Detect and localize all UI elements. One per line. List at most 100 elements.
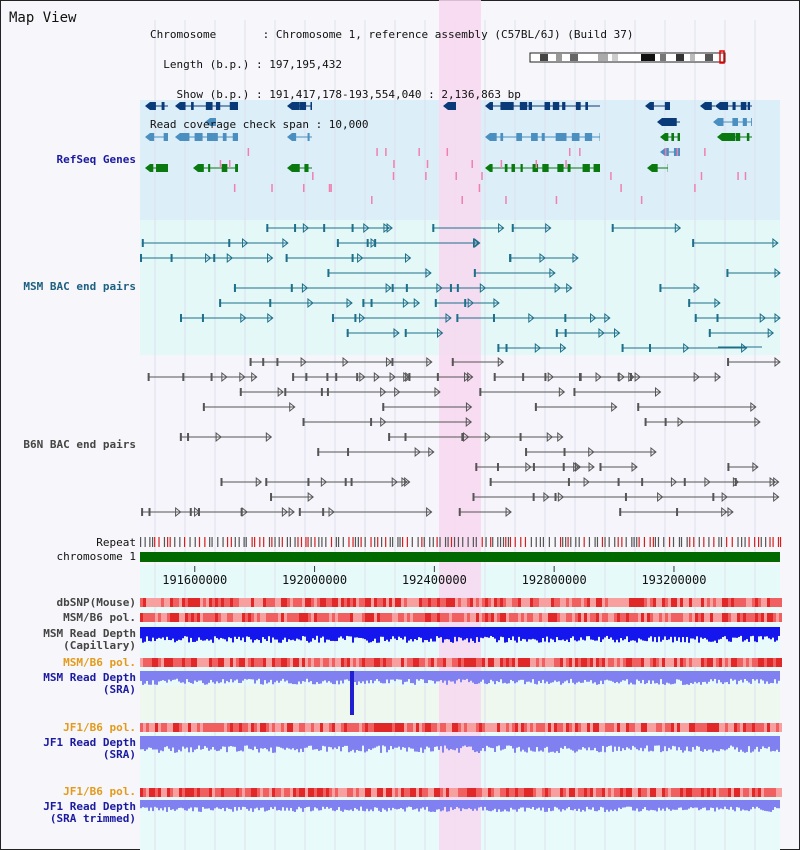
jf1-depth-trimmed-bar (146, 800, 148, 808)
track-label-msm-bac[interactable]: MSM BAC end pairs (23, 280, 136, 293)
axis-tick-label: 192800000 (521, 573, 587, 587)
jf1-b6-pol-density-2 (758, 788, 761, 797)
jf1-depth-trimmed-bar (662, 800, 664, 809)
jf1-depth-trimmed-bar (226, 800, 228, 808)
msm-bac-pair-end-arrow (604, 312, 611, 324)
msm-depth-sra-bar (346, 671, 348, 680)
jf1-depth-trimmed-bar (140, 800, 142, 809)
msm-depth-sra-bar (666, 671, 668, 683)
track-label-msm-b6-pol-2[interactable]: MSM/B6 pol. (63, 656, 136, 669)
repeat-mark (154, 537, 156, 547)
track-label-dbsnp[interactable]: dbSNP(Mouse) (56, 596, 136, 609)
track-label-chromosome[interactable]: chromosome 1 (56, 550, 136, 563)
jf1-depth-trimmed-bar (540, 800, 542, 811)
repeat-mark (337, 537, 340, 547)
jf1-depth-trimmed-bar (544, 800, 546, 812)
msm-b6-pol-density (680, 613, 683, 622)
msm-depth-sra-bar (644, 671, 646, 685)
msm-depth-sra-bar (198, 671, 200, 681)
jf1-b6-pol-density-2 (455, 788, 458, 797)
msm-depth-sra-bar (422, 671, 424, 680)
jf1-depth-sra-bar (624, 736, 626, 751)
msm-depth-sra-bar (590, 671, 592, 681)
msm-depth-capillary-bar (762, 627, 764, 640)
track-label-repeat[interactable]: Repeat (96, 536, 136, 549)
msm-depth-capillary-bar (222, 627, 224, 639)
msm-depth-sra-bar (718, 671, 720, 680)
msm-depth-capillary-bar (732, 627, 734, 638)
jf1-depth-trimmed-bar (210, 800, 212, 811)
track-label-msm-depth-sra[interactable]: MSM Read Depth (SRA) (43, 671, 136, 696)
jf1-b6-pol-density (470, 723, 473, 732)
msm-b6-pol-density-2 (170, 658, 173, 667)
gene-arrow (647, 164, 652, 172)
repeat-mark (144, 537, 146, 547)
msm-b6-pol-density (467, 613, 470, 622)
track-label-jf1-depth-trimmed[interactable]: JF1 Read Depth (SRA trimmed) (43, 800, 136, 825)
msm-b6-pol-density (233, 613, 236, 622)
msm-depth-sra-bar (440, 671, 442, 681)
msm-depth-capillary-bar (702, 627, 704, 639)
jf1-depth-sra-bar (770, 736, 772, 752)
track-label-refseq[interactable]: RefSeq Genes (56, 153, 136, 166)
jf1-depth-sra-bar (152, 736, 154, 750)
jf1-b6-pol-density (506, 723, 509, 732)
dbsnp-density (587, 598, 590, 607)
jf1-depth-trimmed-bar (516, 800, 518, 812)
msm-depth-sra-bar (204, 671, 206, 685)
jf1-depth-sra-bar (230, 736, 232, 747)
msm-depth-capillary-bar (282, 627, 284, 640)
jf1-depth-trimmed-bar (724, 800, 726, 807)
track-label-msm-b6-pol-1[interactable]: MSM/B6 pol. (63, 611, 136, 624)
msm-depth-capillary-bar (164, 627, 166, 641)
jf1-depth-trimmed-bar (632, 800, 634, 811)
jf1-depth-sra-bar (596, 736, 598, 752)
jf1-b6-pol-density (728, 723, 731, 732)
repeat-mark (254, 537, 256, 547)
jf1-b6-pol-density (770, 723, 773, 732)
jf1-depth-sra-bar (466, 736, 468, 747)
jf1-depth-trimmed-bar (560, 800, 562, 812)
b6n-bac-pair-end-arrow (289, 401, 296, 413)
jf1-depth-trimmed-bar (250, 800, 252, 809)
msm-b6-pol-density-2 (563, 658, 566, 667)
b6n-bac-pair-end (599, 463, 602, 471)
jf1-b6-pol-density-2 (650, 788, 653, 797)
msm-b6-pol-density-2 (287, 658, 290, 667)
msm-b6-pol-density (158, 613, 161, 622)
msm-depth-capillary-bar (706, 627, 708, 640)
msm-b6-pol-density-2 (296, 658, 299, 667)
msm-depth-capillary-bar (744, 627, 746, 641)
msm-bac-pair-end-arrow (267, 312, 274, 324)
track-label-jf1-b6-pol-2[interactable]: JF1/B6 pol. (63, 785, 136, 798)
msm-b6-pol-density (305, 613, 308, 622)
msm-depth-capillary-bar (180, 627, 182, 641)
dbsnp-density (200, 598, 203, 607)
gene-exon (664, 102, 670, 110)
jf1-b6-pol-density-2 (185, 788, 188, 797)
gene-exon (732, 118, 738, 126)
dbsnp-density (461, 598, 464, 607)
msm-b6-pol-density-2 (263, 658, 266, 667)
track-label-b6n-bac[interactable]: B6N BAC end pairs (23, 438, 136, 451)
repeat-mark (447, 537, 449, 547)
track-label-jf1-depth-sra[interactable]: JF1 Read Depth (SRA) (43, 736, 136, 761)
dbsnp-density (164, 598, 167, 607)
repeat-mark (621, 537, 623, 547)
msm-depth-sra-bar (410, 671, 412, 684)
gene-exon (544, 102, 551, 110)
msm-depth-sra-bar (192, 671, 194, 684)
jf1-b6-pol-density (218, 723, 221, 732)
msm-depth-capillary-bar (334, 627, 336, 642)
msm-depth-sra-bar (442, 671, 444, 683)
msm-b6-pol-density (371, 613, 374, 622)
track-label-jf1-b6-pol-1[interactable]: JF1/B6 pol. (63, 721, 136, 734)
track-label-msm-depth-capillary[interactable]: MSM Read Depth (Capillary) (43, 627, 136, 652)
jf1-depth-trimmed-bar (310, 800, 312, 812)
msm-b6-pol-density (731, 613, 734, 622)
msm-depth-capillary-bar (168, 627, 170, 640)
dbsnp-density (605, 598, 608, 607)
msm-depth-sra-bar (580, 671, 582, 683)
jf1-depth-trimmed-bar (446, 800, 448, 812)
